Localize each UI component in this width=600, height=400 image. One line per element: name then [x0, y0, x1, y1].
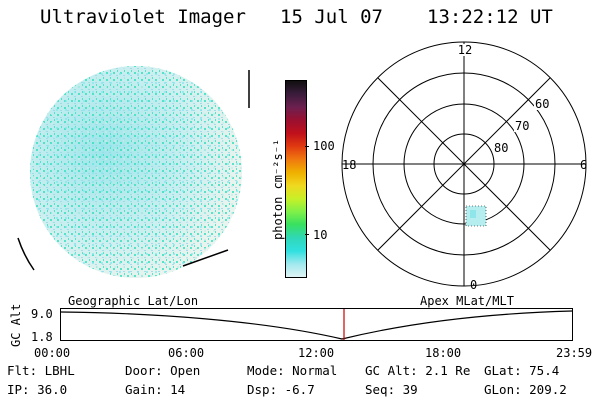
- mlt-label-12: 12: [458, 43, 472, 57]
- mlt-label-6: 6: [580, 158, 587, 172]
- x-tick-label: 06:00: [168, 346, 205, 360]
- filter-value: Flt: LBHL: [7, 363, 75, 378]
- ip-value: IP: 36.0: [7, 382, 68, 397]
- mlt-label-0: 0: [470, 278, 477, 292]
- altitude-curve: [60, 310, 573, 340]
- colorbar-units-label: photon cm⁻²s⁻¹: [271, 138, 285, 240]
- gain-value: Gain: 14: [125, 382, 186, 397]
- colorbar-tick-10: [305, 234, 309, 235]
- polar-plot: 12 18 6 0 60 70 80: [341, 41, 587, 292]
- colorbar-tick-label: 100: [313, 139, 335, 153]
- limb-arc: [17, 237, 35, 271]
- instrument-title: Ultraviolet Imager: [40, 6, 246, 28]
- glat-value: GLat: 75.4: [484, 363, 560, 378]
- geographic-label: Geographic Lat/Lon: [68, 294, 199, 308]
- x-tick-label: 18:00: [425, 346, 462, 360]
- apex-label: Apex MLat/MLT: [420, 294, 514, 308]
- time-label: 13:22:12 UT: [427, 6, 553, 28]
- seq-value: Seq: 39: [365, 382, 418, 397]
- lat-label-70: 70: [515, 119, 529, 133]
- uv-image-panel: [17, 66, 250, 278]
- colorbar-tick-label: 10: [313, 228, 328, 242]
- lat-label-60: 60: [535, 97, 549, 111]
- gc-alt-axis-title: GC Alt: [9, 303, 23, 347]
- glon-value: GLon: 209.2: [484, 382, 567, 397]
- dsp-value: Dsp: -6.7: [247, 382, 315, 397]
- orientation-tick-bottom: [182, 249, 229, 267]
- gc-alt-value: GC Alt: 2.1 Re: [365, 363, 471, 378]
- y-tick-label: 9.0: [31, 307, 53, 321]
- colorbar: [285, 80, 307, 278]
- y-tick-label: 1.8: [31, 330, 53, 344]
- x-tick-label: 00:00: [34, 346, 71, 360]
- altitude-timeline: [60, 308, 573, 341]
- mlt-line-diag2: [377, 77, 551, 251]
- mode-value: Mode: Normal: [247, 363, 338, 378]
- mlt-label-18: 18: [342, 158, 356, 172]
- x-tick-label: 23:59: [556, 346, 593, 360]
- colorbar-tick-100: [305, 146, 309, 147]
- door-value: Door: Open: [125, 363, 201, 378]
- date-label: 15 Jul 07: [280, 6, 383, 28]
- x-tick-label: 12:00: [298, 346, 335, 360]
- lat-label-80: 80: [494, 141, 508, 155]
